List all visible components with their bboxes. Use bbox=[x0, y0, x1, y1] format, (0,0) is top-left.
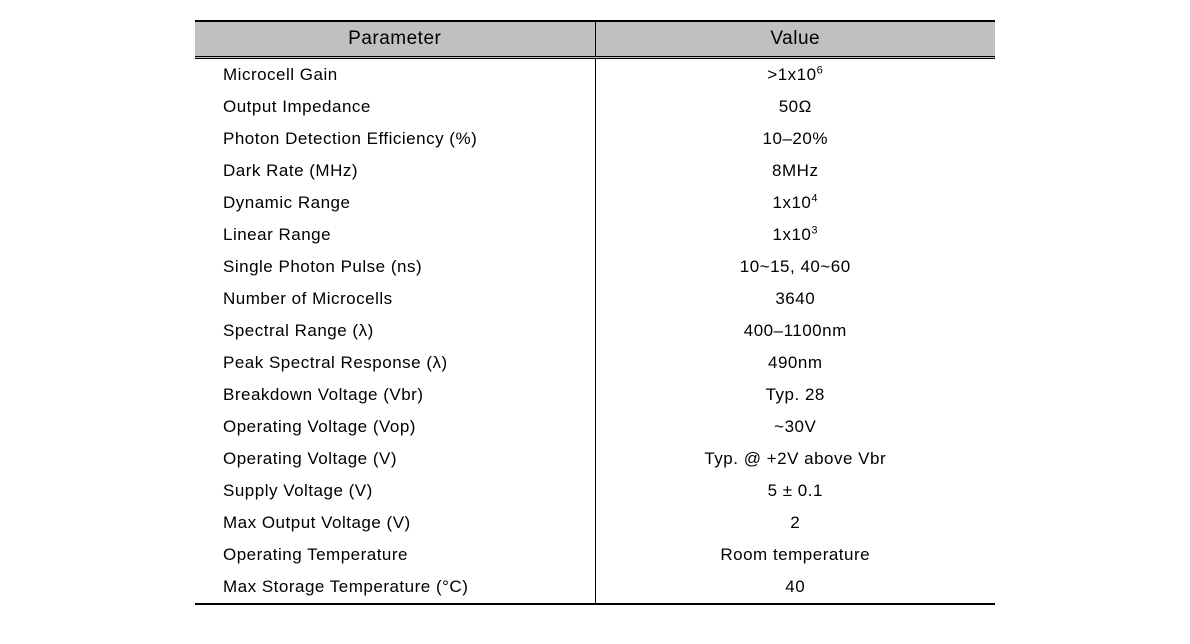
table-row: Single Photon Pulse (ns)10~15, 40~60 bbox=[195, 251, 995, 283]
value-cell: 40 bbox=[595, 571, 995, 604]
value-cell: 5 ± 0.1 bbox=[595, 475, 995, 507]
param-cell: Spectral Range (λ) bbox=[195, 315, 595, 347]
value-cell: Typ. 28 bbox=[595, 379, 995, 411]
param-cell: Single Photon Pulse (ns) bbox=[195, 251, 595, 283]
value-cell: ~30V bbox=[595, 411, 995, 443]
value-cell: 2 bbox=[595, 507, 995, 539]
table-row: Breakdown Voltage (Vbr)Typ. 28 bbox=[195, 379, 995, 411]
table-row: Operating TemperatureRoom temperature bbox=[195, 539, 995, 571]
value-cell: 400–1100nm bbox=[595, 315, 995, 347]
table-row: Output Impedance50Ω bbox=[195, 91, 995, 123]
value-cell: 1x103 bbox=[595, 219, 995, 251]
param-cell: Output Impedance bbox=[195, 91, 595, 123]
table-body: Microcell Gain>1x106Output Impedance50ΩP… bbox=[195, 58, 995, 605]
table-row: Photon Detection Efficiency (%)10–20% bbox=[195, 123, 995, 155]
param-cell: Dynamic Range bbox=[195, 187, 595, 219]
param-cell: Photon Detection Efficiency (%) bbox=[195, 123, 595, 155]
table-row: Linear Range1x103 bbox=[195, 219, 995, 251]
param-cell: Peak Spectral Response (λ) bbox=[195, 347, 595, 379]
value-cell: Room temperature bbox=[595, 539, 995, 571]
value-cell: 10–20% bbox=[595, 123, 995, 155]
value-cell: 490nm bbox=[595, 347, 995, 379]
parameter-table: Parameter Value Microcell Gain>1x106Outp… bbox=[195, 20, 995, 605]
table-row: Dark Rate (MHz)8MHz bbox=[195, 155, 995, 187]
param-cell: Linear Range bbox=[195, 219, 595, 251]
header-value: Value bbox=[595, 21, 995, 58]
table-row: Number of Microcells3640 bbox=[195, 283, 995, 315]
table-row: Operating Voltage (Vop)~30V bbox=[195, 411, 995, 443]
param-cell: Operating Voltage (Vop) bbox=[195, 411, 595, 443]
value-cell: 50Ω bbox=[595, 91, 995, 123]
value-cell: 3640 bbox=[595, 283, 995, 315]
param-cell: Operating Temperature bbox=[195, 539, 595, 571]
header-row: Parameter Value bbox=[195, 21, 995, 58]
param-cell: Number of Microcells bbox=[195, 283, 595, 315]
table-row: Max Storage Temperature (°C)40 bbox=[195, 571, 995, 604]
value-cell: 1x104 bbox=[595, 187, 995, 219]
table-row: Peak Spectral Response (λ)490nm bbox=[195, 347, 995, 379]
parameter-table-container: Parameter Value Microcell Gain>1x106Outp… bbox=[195, 20, 995, 605]
table-row: Operating Voltage (V)Typ. @ +2V above Vb… bbox=[195, 443, 995, 475]
param-cell: Max Storage Temperature (°C) bbox=[195, 571, 595, 604]
param-cell: Dark Rate (MHz) bbox=[195, 155, 595, 187]
param-cell: Max Output Voltage (V) bbox=[195, 507, 595, 539]
table-row: Supply Voltage (V)5 ± 0.1 bbox=[195, 475, 995, 507]
param-cell: Breakdown Voltage (Vbr) bbox=[195, 379, 595, 411]
value-cell: 10~15, 40~60 bbox=[595, 251, 995, 283]
value-cell: 8MHz bbox=[595, 155, 995, 187]
header-parameter: Parameter bbox=[195, 21, 595, 58]
table-row: Dynamic Range1x104 bbox=[195, 187, 995, 219]
table-row: Max Output Voltage (V)2 bbox=[195, 507, 995, 539]
value-cell: >1x106 bbox=[595, 58, 995, 92]
value-cell: Typ. @ +2V above Vbr bbox=[595, 443, 995, 475]
param-cell: Operating Voltage (V) bbox=[195, 443, 595, 475]
table-row: Spectral Range (λ)400–1100nm bbox=[195, 315, 995, 347]
param-cell: Supply Voltage (V) bbox=[195, 475, 595, 507]
table-row: Microcell Gain>1x106 bbox=[195, 58, 995, 92]
param-cell: Microcell Gain bbox=[195, 58, 595, 92]
